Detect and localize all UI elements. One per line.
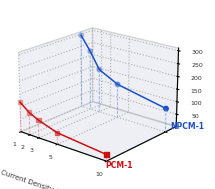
X-axis label: Current Density (A/g): Current Density (A/g) <box>0 169 73 189</box>
